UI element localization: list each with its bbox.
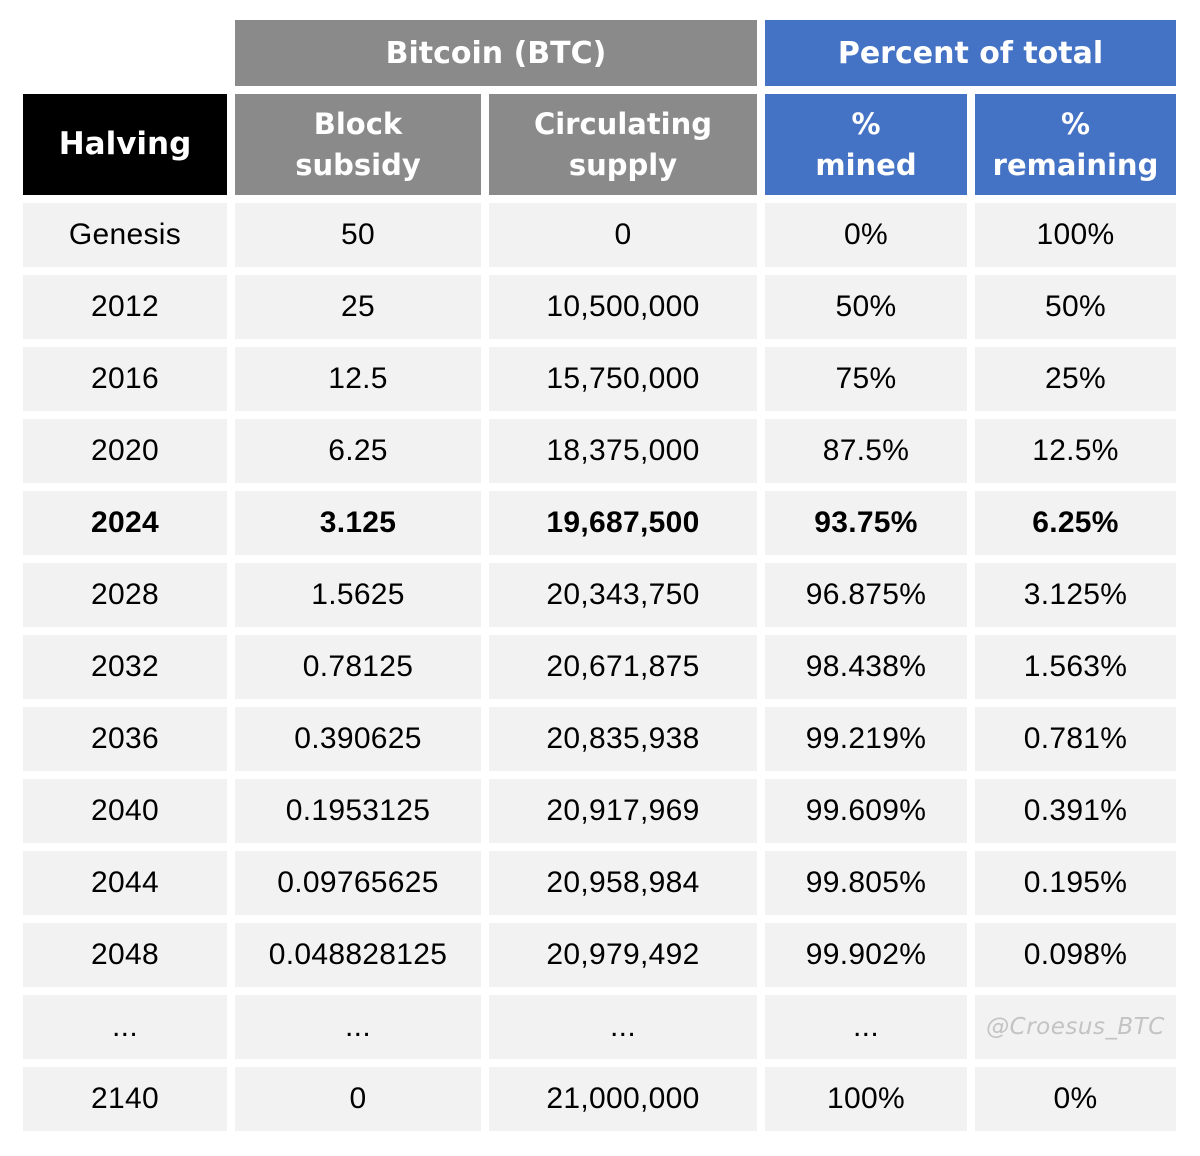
- percent-remaining-cell: 0.098%: [975, 923, 1176, 987]
- block-subsidy-cell: 0.09765625: [235, 851, 481, 915]
- percent-remaining-cell: 0.781%: [975, 707, 1176, 771]
- block-subsidy-cell: 1.5625: [235, 563, 481, 627]
- circulating-supply-cell: 20,958,984: [489, 851, 757, 915]
- percent-mined-cell: 99.805%: [765, 851, 967, 915]
- percent-mined-cell: 100%: [765, 1067, 967, 1131]
- block-subsidy-cell: 25: [235, 275, 481, 339]
- halving-cell: 2020: [23, 419, 227, 483]
- circulating-supply-cell: ...: [489, 995, 757, 1059]
- block-subsidy-cell: 6.25: [235, 419, 481, 483]
- halving-cell: 2024: [23, 491, 227, 555]
- circulating-supply-cell: 20,671,875: [489, 635, 757, 699]
- percent-remaining-cell: 0%: [975, 1067, 1176, 1131]
- column-header-percent-remaining: % remaining: [975, 94, 1176, 195]
- percent-mined-cell: 99.902%: [765, 923, 967, 987]
- group-header-percent-of-total: Percent of total: [765, 20, 1176, 86]
- column-header-block-subsidy: Block subsidy: [235, 94, 481, 195]
- percent-remaining-cell: 25%: [975, 347, 1176, 411]
- halving-cell: 2040: [23, 779, 227, 843]
- percent-mined-cell: 87.5%: [765, 419, 967, 483]
- block-subsidy-cell: 0.048828125: [235, 923, 481, 987]
- block-subsidy-cell: ...: [235, 995, 481, 1059]
- block-subsidy-cell: 0.78125: [235, 635, 481, 699]
- percent-mined-cell: ...: [765, 995, 967, 1059]
- group-header-bitcoin-btc: Bitcoin (BTC): [235, 20, 757, 86]
- halving-cell: Genesis: [23, 203, 227, 267]
- percent-remaining-cell: 3.125%: [975, 563, 1176, 627]
- circulating-supply-cell: 20,835,938: [489, 707, 757, 771]
- percent-remaining-cell: 6.25%: [975, 491, 1176, 555]
- percent-mined-cell: 99.609%: [765, 779, 967, 843]
- percent-mined-cell: 93.75%: [765, 491, 967, 555]
- block-subsidy-cell: 0: [235, 1067, 481, 1131]
- block-subsidy-cell: 3.125: [235, 491, 481, 555]
- circulating-supply-cell: 20,979,492: [489, 923, 757, 987]
- circulating-supply-cell: 10,500,000: [489, 275, 757, 339]
- column-header-percent-remaining-line1: %: [1060, 107, 1091, 142]
- column-header-circulating-supply-line2: supply: [568, 147, 678, 182]
- percent-mined-cell: 98.438%: [765, 635, 967, 699]
- percent-remaining-cell: 50%: [975, 275, 1176, 339]
- circulating-supply-cell: 21,000,000: [489, 1067, 757, 1131]
- halving-cell: 2016: [23, 347, 227, 411]
- percent-mined-cell: 96.875%: [765, 563, 967, 627]
- column-header-percent-mined-line1: %: [851, 107, 881, 142]
- block-subsidy-cell: 12.5: [235, 347, 481, 411]
- column-header-percent-mined-line2: mined: [815, 147, 917, 182]
- halving-cell: 2048: [23, 923, 227, 987]
- halving-cell: 2044: [23, 851, 227, 915]
- percent-remaining-cell: 1.563%: [975, 635, 1176, 699]
- percent-remaining-cell: 0.391%: [975, 779, 1176, 843]
- circulating-supply-cell: 0: [489, 203, 757, 267]
- block-subsidy-cell: 50: [235, 203, 481, 267]
- column-header-halving-line1: Halving: [58, 126, 192, 163]
- halving-cell: 2140: [23, 1067, 227, 1131]
- circulating-supply-cell: 20,343,750: [489, 563, 757, 627]
- column-header-percent-remaining-line2: remaining: [992, 147, 1159, 182]
- halving-cell: 2032: [23, 635, 227, 699]
- column-header-percent-mined: % mined: [765, 94, 967, 195]
- percent-remaining-cell: 12.5%: [975, 419, 1176, 483]
- block-subsidy-cell: 0.1953125: [235, 779, 481, 843]
- column-header-block-subsidy-line2: subsidy: [295, 147, 421, 182]
- column-header-block-subsidy-line1: Block: [313, 107, 403, 142]
- percent-remaining-cell: 100%: [975, 203, 1176, 267]
- column-header-halving: Halving: [23, 94, 227, 195]
- percent-mined-cell: 50%: [765, 275, 967, 339]
- halving-table: Bitcoin (BTC) Percent of total Halving B…: [23, 20, 1176, 1131]
- circulating-supply-cell: 18,375,000: [489, 419, 757, 483]
- percent-mined-cell: 0%: [765, 203, 967, 267]
- percent-mined-cell: 75%: [765, 347, 967, 411]
- halving-cell: 2012: [23, 275, 227, 339]
- watermark-text: @Croesus_BTC: [975, 995, 1176, 1059]
- percent-mined-cell: 99.219%: [765, 707, 967, 771]
- circulating-supply-cell: 15,750,000: [489, 347, 757, 411]
- column-header-circulating-supply-line1: Circulating: [533, 107, 713, 142]
- circulating-supply-cell: 19,687,500: [489, 491, 757, 555]
- halving-cell: 2036: [23, 707, 227, 771]
- column-header-circulating-supply: Circulating supply: [489, 94, 757, 195]
- halving-cell: ...: [23, 995, 227, 1059]
- block-subsidy-cell: 0.390625: [235, 707, 481, 771]
- circulating-supply-cell: 20,917,969: [489, 779, 757, 843]
- halving-cell: 2028: [23, 563, 227, 627]
- percent-remaining-cell: 0.195%: [975, 851, 1176, 915]
